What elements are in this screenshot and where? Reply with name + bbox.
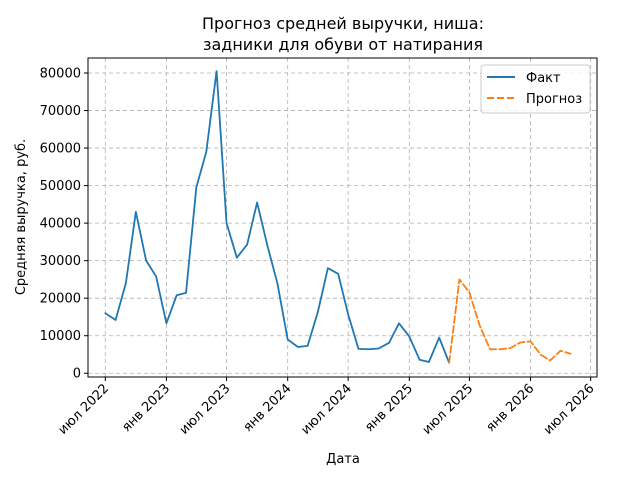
data-point-fact: [337, 272, 340, 275]
data-point-fact: [155, 275, 158, 278]
data-point-fact: [326, 267, 329, 270]
data-point-fact: [388, 341, 391, 344]
data-point-fact: [235, 256, 238, 259]
data-point-forecast: [448, 361, 451, 364]
data-point-fact: [408, 335, 411, 338]
data-point-fact: [256, 201, 259, 204]
data-point-fact: [427, 360, 430, 363]
data-point-fact: [134, 210, 137, 213]
data-point-fact: [104, 312, 107, 315]
data-point-fact: [418, 358, 421, 361]
y-axis-title: Средняя выручка, руб.: [14, 139, 29, 295]
chart-title-line-1: Прогноз средней выручки, ниша:: [202, 14, 484, 33]
data-point-forecast: [519, 341, 522, 344]
y-tick-label: 40000: [40, 217, 81, 232]
y-tick-label: 60000: [40, 142, 81, 157]
data-point-fact: [306, 344, 309, 347]
data-point-fact: [347, 313, 350, 316]
data-point-forecast: [468, 291, 471, 294]
data-point-fact: [205, 150, 208, 153]
y-tick-label: 50000: [40, 179, 81, 194]
data-point-forecast: [478, 324, 481, 327]
y-tick-label: 70000: [40, 104, 81, 119]
data-point-fact: [316, 310, 319, 313]
y-tick-label: 80000: [40, 67, 81, 82]
data-point-fact: [266, 244, 269, 247]
y-tick-label: 30000: [40, 254, 81, 269]
data-point-forecast: [539, 353, 542, 356]
data-point-fact: [185, 291, 188, 294]
y-axis-ticks: 0 10000 20000 30000 40000 50000 60000 70000 8000…: [40, 67, 88, 382]
data-point-fact: [286, 338, 289, 341]
data-point-forecast: [489, 348, 492, 351]
chart-title-line-2: задники для обуви от натирания: [203, 35, 483, 54]
data-point-fact: [438, 336, 441, 339]
data-point-forecast: [458, 278, 461, 281]
data-point-fact: [145, 259, 148, 262]
data-point-forecast: [529, 340, 532, 343]
data-point-fact: [367, 348, 370, 351]
y-tick-label: 20000: [40, 292, 81, 307]
legend: Факт Прогноз: [480, 64, 591, 114]
data-point-fact: [114, 318, 117, 321]
data-point-fact: [165, 322, 168, 325]
data-point-fact: [124, 282, 127, 285]
series-layer: [104, 70, 572, 364]
data-point-fact: [215, 70, 218, 73]
data-point-fact: [246, 243, 249, 246]
data-point-fact: [195, 186, 198, 189]
data-point-fact: [175, 294, 178, 297]
plot-frame: [87, 57, 598, 378]
data-point-forecast: [509, 347, 512, 350]
grid: [88, 58, 597, 377]
y-tick-label: 0: [73, 367, 81, 382]
data-point-fact: [276, 282, 279, 285]
data-point-fact: [357, 347, 360, 350]
data-point-forecast: [559, 349, 562, 352]
data-point-forecast: [498, 348, 501, 351]
y-tick-label: 10000: [40, 329, 81, 344]
series-line-fact: [104, 70, 451, 364]
data-point-forecast: [549, 359, 552, 362]
data-point-fact: [225, 222, 228, 225]
x-axis-title: Дата: [326, 452, 360, 467]
data-point-fact: [377, 347, 380, 350]
series-line-forecast: [448, 278, 572, 364]
legend-label-fact: Факт: [526, 71, 561, 86]
data-point-forecast: [569, 352, 572, 355]
data-point-fact: [397, 322, 400, 325]
legend-label-forecast: Прогноз: [526, 92, 582, 107]
data-point-fact: [296, 345, 299, 348]
